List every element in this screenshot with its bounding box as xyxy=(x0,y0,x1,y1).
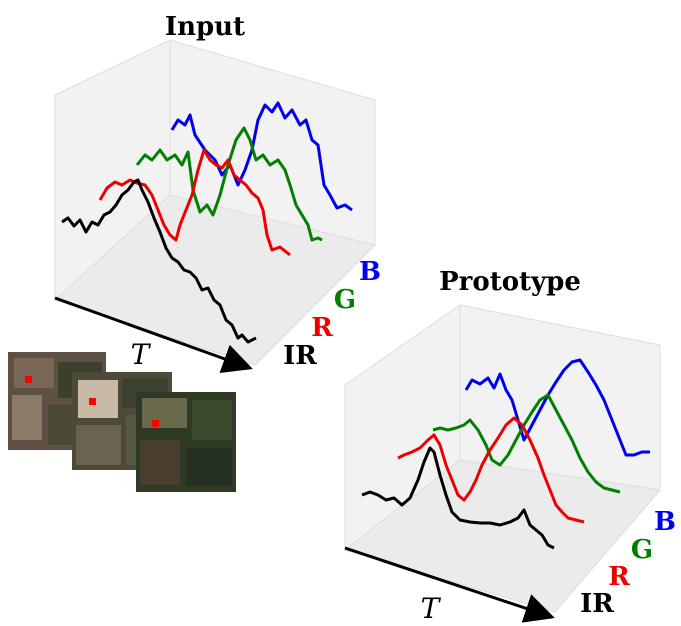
channel-label: B xyxy=(654,507,676,537)
satellite-image xyxy=(136,392,236,492)
figure: Input T IR R G B xyxy=(0,0,681,626)
time-label: T xyxy=(131,338,152,371)
channel-label: G xyxy=(631,535,653,565)
channel-label: R xyxy=(608,562,630,592)
time-label: T xyxy=(421,592,442,625)
channel-label: IR xyxy=(580,589,614,619)
panel-title: Input xyxy=(165,12,245,42)
prototype-panel: Prototype T IR R G B xyxy=(345,267,676,625)
satellite-images xyxy=(8,352,236,492)
channel-label: B xyxy=(359,257,381,287)
channel-label: R xyxy=(311,313,333,343)
panel-title: Prototype xyxy=(439,267,581,297)
back-wall xyxy=(460,305,660,490)
input-panel: Input T IR R G B xyxy=(55,12,381,371)
channel-label: IR xyxy=(283,341,317,371)
channel-label: G xyxy=(334,285,356,315)
